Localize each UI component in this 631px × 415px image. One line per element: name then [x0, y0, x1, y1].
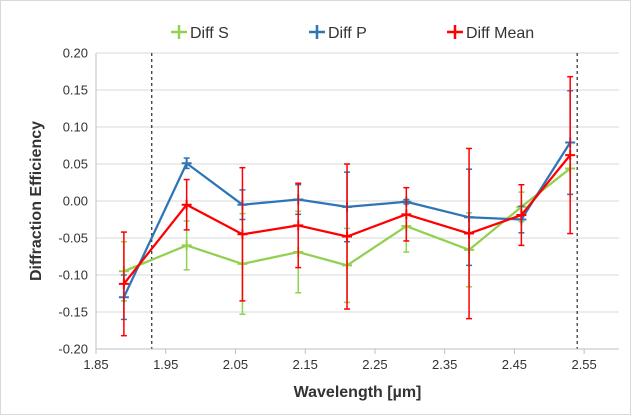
data-point	[118, 278, 129, 289]
x-tick-label: 2.55	[571, 357, 596, 372]
x-axis-title: Wavelength [µm]	[294, 384, 422, 401]
y-tick-label: -0.15	[58, 305, 88, 320]
data-point	[565, 150, 576, 161]
x-tick-label: 2.15	[293, 357, 318, 372]
y-axis-title: Diffraction Efficiency	[28, 121, 45, 281]
x-tick-label: 2.05	[223, 357, 248, 372]
data-point	[401, 209, 412, 220]
y-tick-label: -0.20	[58, 342, 88, 357]
data-point	[181, 199, 192, 210]
data-point	[181, 240, 192, 251]
data-point	[516, 210, 527, 221]
data-point	[181, 158, 192, 169]
legend: Diff S Diff P Diff Mean	[171, 25, 534, 42]
y-tick-label: -0.10	[58, 268, 88, 283]
y-tick-label: 0.20	[63, 46, 88, 61]
x-tick-label: 2.45	[502, 357, 527, 372]
legend-label: Diff Mean	[466, 25, 534, 42]
legend-label: Diff P	[328, 25, 367, 42]
data-point	[293, 220, 304, 231]
reference-lines	[151, 53, 578, 349]
series-group	[118, 75, 576, 337]
series-diff-mean	[118, 75, 576, 337]
x-tick-label: 2.25	[362, 357, 387, 372]
y-tick-label: 0.05	[63, 157, 88, 172]
legend-label: Diff S	[190, 25, 229, 42]
y-tick-label: 0.15	[63, 83, 88, 98]
x-tick-label: 2.35	[432, 357, 457, 372]
y-tick-label: -0.05	[58, 231, 88, 246]
axes: 0.20 0.15 0.10 0.05 0.00 -0.05 -0.10 -0.15 -0.20…	[58, 46, 619, 372]
y-tick-label: 0.10	[63, 120, 88, 135]
data-point	[342, 231, 353, 242]
y-tick-label: 0.00	[63, 194, 88, 209]
x-tick-label: 1.95	[153, 357, 178, 372]
x-tick-label: 1.85	[83, 357, 108, 372]
gridlines	[96, 52, 619, 350]
data-point	[464, 228, 475, 239]
data-point	[237, 229, 248, 240]
